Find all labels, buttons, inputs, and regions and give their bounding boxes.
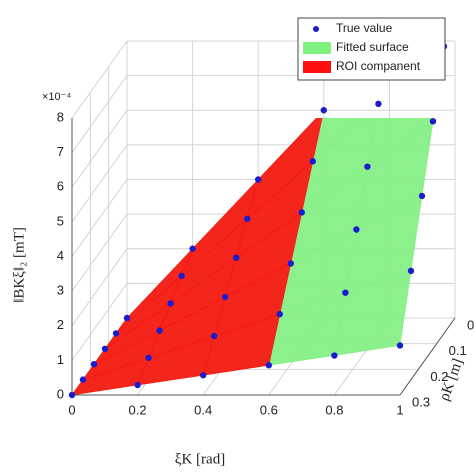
z-tick-label: 8 <box>57 109 64 124</box>
legend-label: True value <box>336 21 393 35</box>
legend-label: Fitted surface <box>336 40 409 54</box>
data-point <box>298 209 305 216</box>
data-point <box>287 260 294 267</box>
data-point <box>189 245 196 252</box>
x-axis-label: ξK [rad] <box>175 451 225 467</box>
grid-line <box>71 109 128 188</box>
legend-marker <box>303 61 331 73</box>
data-point <box>276 310 283 318</box>
data-point <box>200 372 207 379</box>
z-tick-label: 1 <box>57 352 64 367</box>
legend-label: ROI companent <box>336 59 421 73</box>
data-point <box>156 327 163 334</box>
grid-line <box>71 248 128 327</box>
data-point <box>112 330 120 337</box>
data-point <box>101 345 109 352</box>
data-point <box>134 381 141 389</box>
legend: True value Fitted surface ROI companent <box>297 17 446 81</box>
legend-marker <box>303 42 331 54</box>
data-point <box>255 176 262 183</box>
y-tick-label: 0.1 <box>449 343 467 358</box>
data-point <box>123 314 131 322</box>
z-tick-label: 2 <box>57 317 64 332</box>
data-point <box>265 362 272 369</box>
grid-line <box>71 40 128 119</box>
data-point <box>79 376 87 383</box>
grid-line <box>71 75 128 153</box>
points <box>68 37 448 399</box>
axis-line <box>399 317 456 396</box>
data-point <box>407 267 415 275</box>
data-point <box>331 352 338 359</box>
x-tick-label: 0.6 <box>260 402 278 417</box>
x-tick-label: 1 <box>396 402 403 417</box>
x-tick-label: 0 <box>68 402 75 417</box>
data-point <box>309 158 316 165</box>
data-point <box>68 391 76 399</box>
data-point <box>396 342 404 349</box>
data-point <box>233 254 240 261</box>
data-point <box>211 332 218 340</box>
y-tick-label: 0 <box>467 317 474 332</box>
grid-line <box>71 283 128 361</box>
grid-line <box>71 179 128 257</box>
z-tick-label: 5 <box>57 213 64 228</box>
data-point <box>418 192 426 200</box>
data-point <box>375 100 382 108</box>
data-point <box>178 272 185 280</box>
z-tick-label: 3 <box>57 283 64 298</box>
data-point <box>429 118 437 125</box>
x-tick-label: 0.8 <box>325 402 343 417</box>
legend-marker <box>313 26 319 32</box>
x-tick-label: 0.2 <box>129 402 147 417</box>
data-point <box>222 293 229 301</box>
data-point <box>244 215 251 222</box>
data-point <box>145 354 152 361</box>
z-multiplier: ×10⁻⁴ <box>42 91 71 103</box>
data-point <box>364 163 371 170</box>
z-tick-label: 7 <box>57 144 64 159</box>
data-point <box>167 300 174 307</box>
data-point <box>90 361 98 368</box>
surfaces <box>71 118 434 396</box>
z-tick-label: 6 <box>57 179 64 194</box>
z-tick-label: 0 <box>57 386 64 401</box>
grid-line <box>71 213 128 292</box>
y-tick-label: 0.3 <box>412 394 430 409</box>
x-tick-label: 0.4 <box>194 402 212 417</box>
data-point <box>320 107 327 114</box>
z-tick-label: 4 <box>57 248 64 263</box>
y-tick-label: 0.2 <box>430 369 448 384</box>
grid-line <box>71 144 128 223</box>
z-axis-label: ‖BKξ‖₂ [mT] <box>11 227 27 303</box>
data-point <box>353 226 360 233</box>
data-point <box>342 289 349 296</box>
